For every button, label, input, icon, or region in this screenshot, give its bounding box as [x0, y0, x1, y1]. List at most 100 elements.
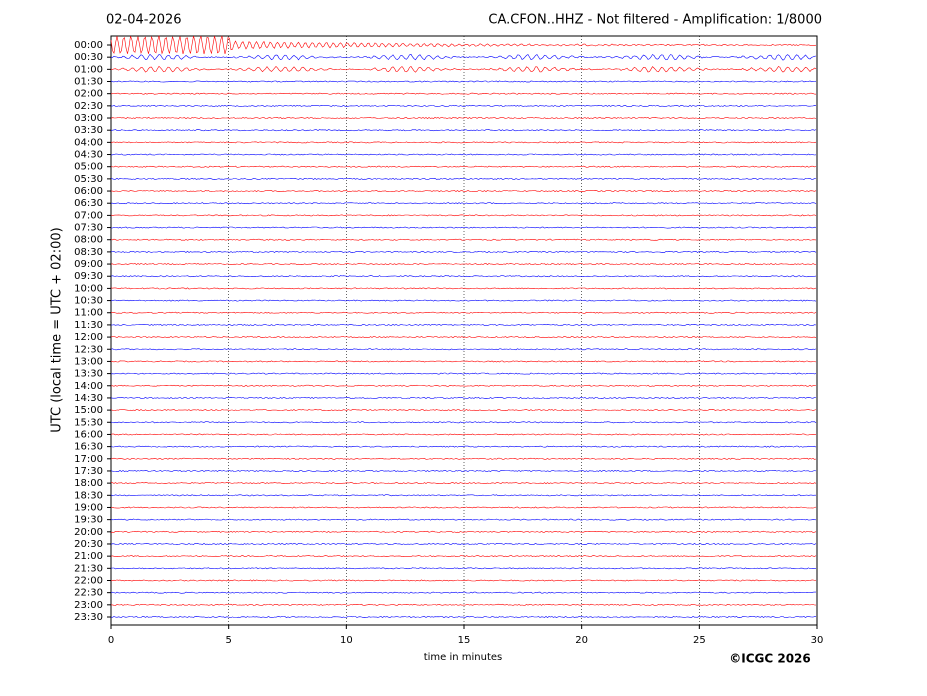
- trace: [110, 518, 817, 521]
- date: 02-04-2026: [106, 13, 182, 28]
- y-tick-label: 09:00: [74, 259, 103, 270]
- y-tick-label: 15:30: [74, 417, 103, 428]
- y-tick-label: 00:30: [74, 52, 103, 63]
- trace: [110, 104, 817, 107]
- y-tick-label: 08:30: [74, 247, 103, 258]
- y-tick-label: 14:30: [74, 393, 103, 404]
- y-tick-label: 20:00: [74, 527, 103, 538]
- y-tick-label: 02:00: [74, 89, 103, 100]
- y-tick-label: 04:00: [74, 137, 103, 148]
- trace: [110, 153, 817, 156]
- trace: [110, 603, 817, 606]
- x-tick-label: 5: [225, 635, 231, 646]
- x-tick-label: 25: [693, 635, 706, 646]
- trace: [110, 384, 817, 387]
- y-tick-label: 22:30: [74, 588, 103, 599]
- y-tick-label: 11:00: [74, 308, 103, 319]
- y-tick-label: 15:00: [74, 405, 103, 416]
- x-tick-label: 0: [108, 635, 114, 646]
- trace: [110, 80, 817, 83]
- y-tick-label: 21:00: [74, 551, 103, 562]
- trace: [110, 396, 817, 399]
- y-tick-label: 06:00: [74, 186, 103, 197]
- y-tick-label: 22:00: [74, 575, 103, 586]
- x-tick-label: 10: [340, 635, 353, 646]
- y-tick-label: 13:00: [74, 356, 103, 367]
- trace: [110, 53, 817, 61]
- y-tick-label: 20:30: [74, 539, 103, 550]
- trace: [110, 555, 817, 558]
- y-tick-label: 01:00: [74, 64, 103, 75]
- y-tick-label: 05:00: [74, 162, 103, 173]
- trace: [110, 65, 817, 73]
- trace: [110, 92, 817, 95]
- y-tick-label: 23:00: [74, 600, 103, 611]
- trace: [110, 238, 817, 241]
- trace: [110, 117, 817, 119]
- y-tick-label: 17:30: [74, 466, 103, 477]
- trace: [110, 506, 817, 509]
- trace: [110, 348, 817, 351]
- copyright: ©ICGC 2026: [729, 652, 811, 666]
- trace: [110, 421, 817, 424]
- trace: [110, 616, 817, 618]
- y-tick-label: 03:30: [74, 125, 103, 136]
- y-tick-label: 04:30: [74, 150, 103, 161]
- y-tick-label: 16:30: [74, 442, 103, 453]
- trace: [110, 141, 817, 144]
- trace: [110, 287, 817, 290]
- y-tick-label: 05:30: [74, 174, 103, 185]
- trace: [110, 372, 817, 375]
- trace: [110, 165, 817, 168]
- y-tick-label: 02:30: [74, 101, 103, 112]
- trace: [110, 311, 817, 314]
- y-tick-label: 16:00: [74, 429, 103, 440]
- trace: [110, 543, 817, 545]
- y-tick-label: 21:30: [74, 563, 103, 574]
- trace: [110, 360, 817, 363]
- y-tick-label: 18:00: [74, 478, 103, 489]
- trace: [110, 409, 817, 412]
- trace: [110, 494, 816, 497]
- y-tick-label: 12:00: [74, 332, 103, 343]
- trace: [110, 530, 817, 533]
- y-tick-label: 19:30: [74, 515, 103, 526]
- trace: [110, 35, 817, 55]
- x-tick-label: 15: [458, 635, 471, 646]
- y-tick-label: 07:00: [74, 210, 103, 221]
- trace: [110, 275, 817, 278]
- chart-title: CA.CFON..HHZ - Not filtered - Amplificat…: [488, 13, 822, 28]
- trace: [110, 336, 817, 339]
- trace: [110, 482, 817, 485]
- y-tick-label: 12:30: [74, 344, 103, 355]
- trace: [110, 591, 816, 594]
- y-tick-label: 03:00: [74, 113, 103, 124]
- y-tick-label: 09:30: [74, 271, 103, 282]
- y-tick-label: 18:30: [74, 490, 103, 501]
- y-tick-label: 07:30: [74, 223, 103, 234]
- y-tick-label: 19:00: [74, 502, 103, 513]
- trace: [110, 250, 817, 253]
- trace: [110, 214, 817, 217]
- y-tick-label: 08:00: [74, 235, 103, 246]
- trace: [110, 470, 817, 472]
- trace: [111, 190, 817, 192]
- y-tick-label: 10:30: [74, 296, 103, 307]
- trace: [110, 579, 817, 582]
- trace: [110, 567, 817, 570]
- trace: [110, 226, 817, 229]
- y-tick-label: 11:30: [74, 320, 103, 331]
- trace: [110, 299, 817, 302]
- y-tick-label: 14:00: [74, 381, 103, 392]
- y-tick-label: 23:30: [74, 612, 103, 623]
- y-tick-label: 01:30: [74, 77, 103, 88]
- trace: [110, 202, 817, 205]
- trace: [110, 457, 817, 460]
- x-tick-label: 20: [575, 635, 588, 646]
- y-tick-label: 10:00: [74, 283, 103, 294]
- y-tick-label: 13:30: [74, 369, 103, 380]
- y-tick-label: 00:00: [74, 40, 103, 51]
- y-tick-label: 17:00: [74, 454, 103, 465]
- trace: [110, 177, 817, 180]
